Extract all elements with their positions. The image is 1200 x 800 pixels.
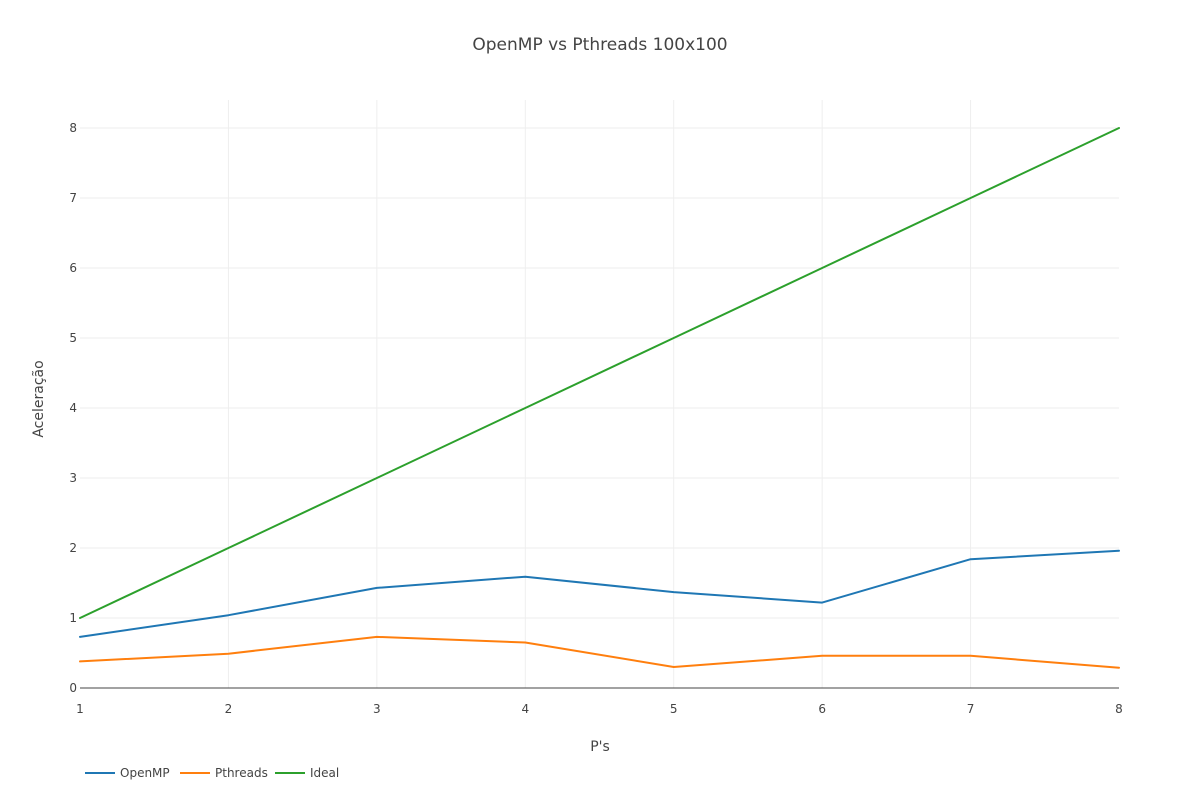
y-tick-label: 0: [69, 681, 77, 695]
y-tick-label: 7: [69, 191, 77, 205]
y-tick-label: 4: [69, 401, 77, 415]
x-tick-label: 4: [521, 702, 529, 716]
x-tick-label: 3: [373, 702, 381, 716]
series-line-ideal: [79, 127, 1120, 619]
axes: 1 2 3 4 5 6 7 8 0 1 2 3 4 5 6 7 8: [69, 121, 1122, 716]
x-tick-label: 2: [225, 702, 233, 716]
legend[interactable]: OpenMP Pthreads Ideal: [85, 766, 339, 780]
legend-label: Ideal: [310, 766, 339, 780]
y-tick-label: 6: [69, 261, 77, 275]
y-tick-label: 5: [69, 331, 77, 345]
legend-item-openmp[interactable]: OpenMP: [85, 766, 170, 780]
x-tick-label: 6: [818, 702, 826, 716]
series-lines: [79, 127, 1120, 669]
series-line-openmp: [79, 549, 1120, 638]
x-axis-label: P's: [590, 739, 610, 755]
chart-title: OpenMP vs Pthreads 100x100: [472, 35, 727, 55]
x-tick-label: 1: [76, 702, 84, 716]
legend-item-ideal[interactable]: Ideal: [275, 766, 339, 780]
x-tick-label: 7: [967, 702, 975, 716]
legend-label: OpenMP: [120, 766, 170, 780]
y-tick-label: 1: [69, 611, 77, 625]
gridlines: [80, 100, 1119, 688]
y-tick-label: 8: [69, 121, 77, 135]
x-tick-label: 8: [1115, 702, 1123, 716]
y-tick-label: 2: [69, 541, 77, 555]
y-tick-label: 3: [69, 471, 77, 485]
y-axis-label: Aceleração: [31, 360, 47, 437]
legend-label: Pthreads: [215, 766, 268, 780]
legend-item-pthreads[interactable]: Pthreads: [180, 766, 268, 780]
series-line-pthreads: [79, 635, 1120, 669]
x-tick-label: 5: [670, 702, 678, 716]
